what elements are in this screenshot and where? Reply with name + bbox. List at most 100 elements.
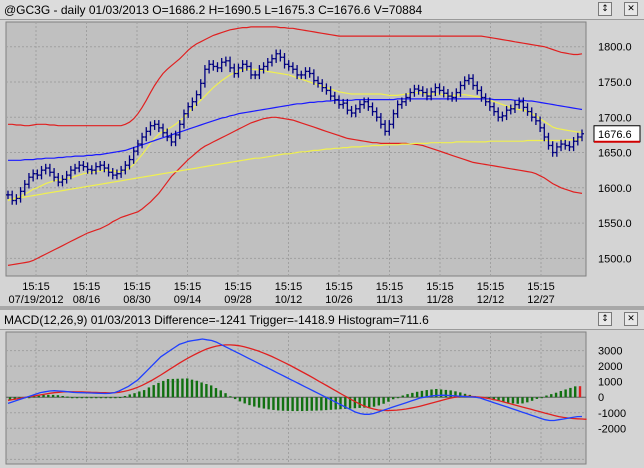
histogram-bar <box>56 395 60 398</box>
histogram-bar <box>569 387 572 398</box>
histogram-bar <box>286 397 290 411</box>
histogram-bar <box>511 397 515 404</box>
histogram-bar <box>133 393 136 398</box>
x-tick-time: 15:15 <box>22 281 50 293</box>
histogram-bar <box>219 390 222 398</box>
macd-pane-title: MACD(12,26,9) 01/03/2013 Difference=-124… <box>4 313 429 327</box>
histogram-bar <box>238 397 242 402</box>
histogram-bar <box>66 396 69 398</box>
histogram-bar <box>109 397 112 399</box>
close-icon[interactable]: ✕ <box>624 312 638 326</box>
histogram-bar <box>209 385 213 398</box>
histogram-bar <box>243 397 246 404</box>
histogram-bar <box>190 379 194 398</box>
histogram-bar <box>415 391 419 398</box>
histogram-bar <box>118 397 122 399</box>
histogram-bar <box>291 397 294 412</box>
x-tick-date: 12/27 <box>527 294 555 306</box>
x-tick-date: 08/16 <box>73 294 101 306</box>
histogram-bar <box>186 378 189 398</box>
histogram-bar <box>277 397 280 411</box>
price-chart: 1500.0 1550.0 1600.0 1650.0 1700.0 1750.0 1800… <box>0 20 644 306</box>
histogram-bar <box>430 389 433 398</box>
histogram-bar <box>396 397 400 399</box>
x-tick-date: 08/30 <box>123 294 151 306</box>
y-tick-label: 2000 <box>598 361 622 373</box>
histogram-bar <box>382 397 385 404</box>
y-tick-label: -2000 <box>598 423 626 435</box>
histogram-bar <box>253 397 256 407</box>
histogram-bar <box>267 397 270 410</box>
y-tick-label: 3000 <box>598 346 622 358</box>
histogram-bar <box>444 389 448 398</box>
x-tick-time: 15:15 <box>527 281 555 293</box>
histogram-bar <box>90 397 93 399</box>
x-tick-date: 11/28 <box>427 294 454 306</box>
y-tick-label: 1650.0 <box>598 148 632 160</box>
x-tick-time: 15:15 <box>426 281 454 293</box>
histogram-bar <box>391 397 395 400</box>
histogram-bar <box>353 397 357 409</box>
histogram-bar <box>454 391 457 398</box>
macd-chart: -2000 -1000 0 1000 2000 3000 <box>0 330 644 468</box>
histogram-bar <box>368 397 371 408</box>
histogram-bar <box>372 397 376 407</box>
histogram-bar <box>195 380 199 398</box>
pane-divider[interactable] <box>0 306 644 310</box>
y-tick-label: 0 <box>598 392 604 404</box>
histogram-bar <box>157 382 160 398</box>
histogram-bar <box>138 391 141 398</box>
histogram-bar <box>257 397 261 408</box>
sma-blue-line <box>8 98 583 161</box>
histogram-bar <box>564 389 567 398</box>
histogram-bar <box>459 392 462 398</box>
y-tick-label: 1500.0 <box>598 253 632 265</box>
histogram-bar <box>61 395 64 398</box>
scroll-icon[interactable]: ↕ <box>598 312 612 326</box>
histogram-bar <box>104 397 107 399</box>
histogram-bar <box>339 397 342 410</box>
x-tick-date: 07/19/2012 <box>8 294 63 306</box>
histogram-bar <box>71 397 74 399</box>
sma-long-line <box>7 139 582 201</box>
macd-line <box>7 338 583 422</box>
close-icon[interactable]: ✕ <box>624 2 638 16</box>
histogram-bar <box>310 397 313 411</box>
histogram-bar <box>363 397 366 408</box>
x-tick-date: 10/26 <box>325 294 353 306</box>
histogram-bar <box>281 397 285 411</box>
histogram-bar <box>229 396 232 398</box>
x-tick-date: 11/13 <box>376 294 403 306</box>
x-tick-date: 12/12 <box>477 294 505 306</box>
bollinger-upper-line <box>8 26 583 127</box>
histogram-bar <box>171 378 175 398</box>
histogram-bar <box>545 395 548 398</box>
histogram-bar <box>530 397 534 401</box>
histogram-bar <box>80 397 84 399</box>
histogram-bar <box>435 388 438 398</box>
histogram-bar <box>147 387 151 398</box>
histogram-bar <box>578 386 582 398</box>
x-tick-time: 15:15 <box>123 281 151 293</box>
histogram-bar <box>99 397 103 399</box>
x-tick-date: 09/28 <box>224 294 252 306</box>
histogram-bar <box>411 392 414 398</box>
histogram-bar <box>296 397 299 412</box>
histogram-bar <box>574 386 577 398</box>
histogram-bar <box>75 397 79 399</box>
price-pane-title: @GC3G - daily 01/03/2013 O=1686.2 H=1690… <box>4 3 423 17</box>
y-tick-label: 1700.0 <box>598 112 632 124</box>
histogram-bar <box>526 397 529 403</box>
histogram-bar <box>420 390 424 398</box>
histogram-bar <box>8 397 12 401</box>
histogram-bar <box>463 393 467 398</box>
scroll-icon[interactable]: ↕ <box>598 2 612 16</box>
histogram-bar <box>497 397 500 402</box>
histogram-bar <box>406 394 409 398</box>
histogram-bar <box>506 397 510 403</box>
histogram-bar <box>535 397 539 399</box>
y-tick-label: 1550.0 <box>598 218 632 230</box>
y-tick-label: 1600.0 <box>598 183 632 195</box>
histogram-bar <box>214 388 218 398</box>
histogram-bar <box>305 397 309 411</box>
